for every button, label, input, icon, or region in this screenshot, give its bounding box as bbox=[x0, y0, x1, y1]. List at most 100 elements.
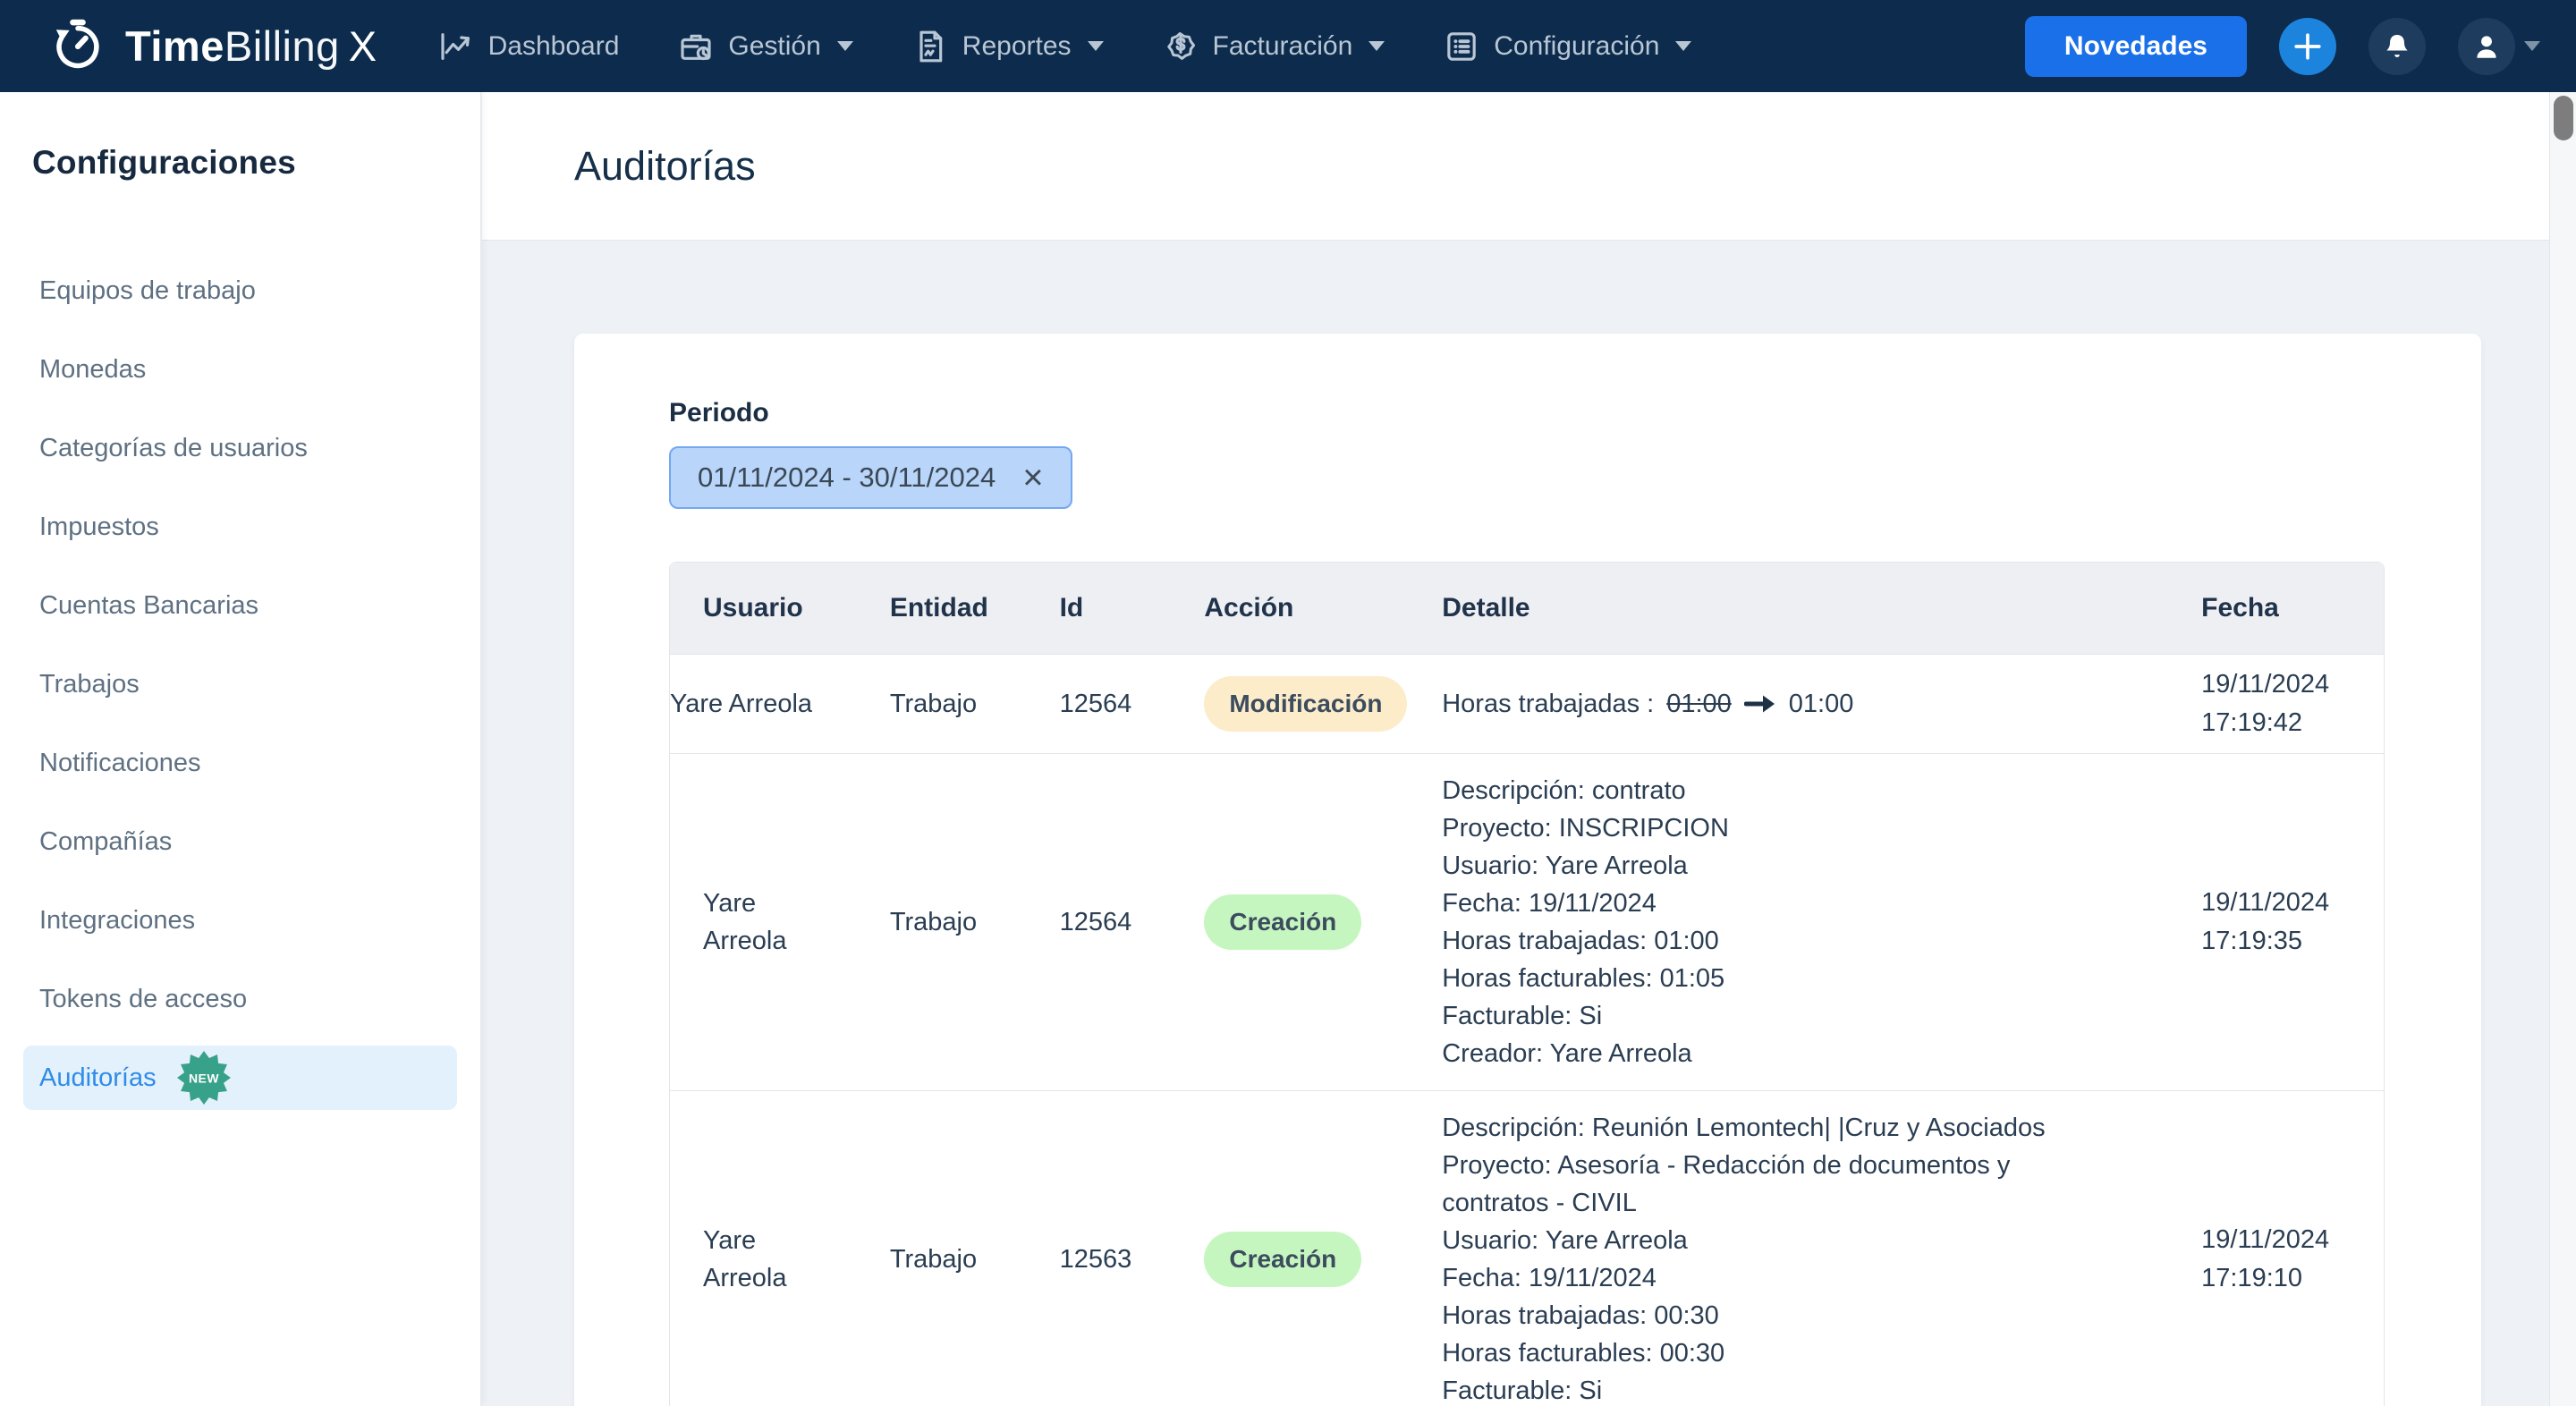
table-header-row: Usuario Entidad Id Acción Detalle Fecha bbox=[670, 563, 2384, 654]
change-detail: Horas trabajadas :01:00 01:00 bbox=[1442, 685, 2201, 723]
period-filter-label: Periodo bbox=[669, 398, 2386, 428]
cell-detalle: Descripción: contratoProyecto: INSCRIPCI… bbox=[1442, 753, 2201, 1090]
chevron-down-icon bbox=[837, 41, 853, 51]
nav-item-label: Reportes bbox=[962, 31, 1072, 62]
main-nav: Dashboard Gestión Reportes Facturación bbox=[438, 29, 1692, 64]
nav-item-reportes[interactable]: Reportes bbox=[912, 29, 1104, 64]
column-header-detalle: Detalle bbox=[1442, 563, 2201, 654]
plus-icon bbox=[2292, 31, 2323, 62]
cell-accion: Creación bbox=[1204, 1090, 1442, 1406]
brand-wordmark: TimeBillingX bbox=[125, 21, 377, 71]
sidebar-item-label: Monedas bbox=[39, 355, 146, 385]
report-file-icon bbox=[912, 29, 948, 64]
audit-table: Usuario Entidad Id Acción Detalle Fecha … bbox=[669, 562, 2385, 1406]
sidebar-item-label: Trabajos bbox=[39, 670, 140, 699]
nav-item-label: Gestión bbox=[728, 31, 820, 62]
add-button[interactable] bbox=[2279, 18, 2336, 75]
detail-line: Fecha: 19/11/2024 bbox=[1442, 1259, 2121, 1297]
cell-accion: Creación bbox=[1204, 753, 1442, 1090]
chevron-down-icon bbox=[1368, 41, 1385, 51]
detail-line: Descripción: contrato bbox=[1442, 772, 2121, 809]
detail-line: Usuario: Yare Arreola bbox=[1442, 847, 2121, 885]
nav-item-facturacion[interactable]: Facturación bbox=[1163, 29, 1385, 64]
vertical-scrollbar bbox=[2549, 92, 2576, 1406]
content-area: Periodo 01/11/2024 - 30/11/2024 × Usuari… bbox=[482, 241, 2549, 1406]
fecha-time: 17:19:42 bbox=[2201, 704, 2384, 742]
audit-table-head: Usuario Entidad Id Acción Detalle Fecha bbox=[670, 563, 2384, 654]
period-filter-value: 01/11/2024 - 30/11/2024 bbox=[698, 462, 996, 494]
sidebar-title: Configuraciones bbox=[0, 92, 480, 182]
audit-card: Periodo 01/11/2024 - 30/11/2024 × Usuari… bbox=[574, 334, 2481, 1406]
sidebar-item-equipos-de-trabajo[interactable]: Equipos de trabajo bbox=[23, 258, 457, 323]
user-avatar-icon bbox=[2471, 31, 2502, 62]
sidebar-item-label: Categorías de usuarios bbox=[39, 434, 308, 463]
fecha-date: 19/11/2024 bbox=[2201, 884, 2384, 922]
sidebar-item-trabajos[interactable]: Trabajos bbox=[23, 652, 457, 716]
sidebar-item-tokens-de-acceso[interactable]: Tokens de acceso bbox=[23, 967, 457, 1031]
sidebar-item-label: Integraciones bbox=[39, 906, 195, 936]
novedades-button[interactable]: Novedades bbox=[2025, 16, 2247, 77]
detail-line: Creador: Yare Arreola bbox=[1442, 1035, 2121, 1072]
nav-item-label: Facturación bbox=[1213, 31, 1353, 62]
cell-fecha: 19/11/202417:19:42 bbox=[2201, 654, 2384, 753]
cell-accion: Modificación bbox=[1204, 654, 1442, 753]
new-badge: NEW bbox=[176, 1050, 232, 1105]
sidebar-item-categor-as-de-usuarios[interactable]: Categorías de usuarios bbox=[23, 416, 457, 480]
detail-line: Usuario: Yare Arreola bbox=[1442, 1222, 2121, 1259]
old-value: 01:00 bbox=[1666, 685, 1732, 723]
nav-item-gestion[interactable]: Gestión bbox=[678, 29, 852, 64]
sidebar-list: Equipos de trabajo Monedas Categorías de u… bbox=[0, 258, 480, 1110]
svg-text:NEW: NEW bbox=[189, 1071, 219, 1086]
sidebar-item-label: Impuestos bbox=[39, 512, 159, 542]
detail-line: Facturable: Si bbox=[1442, 997, 2121, 1035]
nav-item-configuracion[interactable]: Configuración bbox=[1444, 29, 1691, 64]
cell-id: 12564 bbox=[1060, 753, 1205, 1090]
settings-sidebar: Configuraciones Equipos de trabajo Moneda… bbox=[0, 92, 481, 1406]
cell-usuario: Yare Arreola bbox=[670, 753, 890, 1090]
clear-filter-icon[interactable]: × bbox=[1022, 460, 1043, 495]
action-badge: Creación bbox=[1204, 1232, 1361, 1287]
sidebar-item-cuentas-bancarias[interactable]: Cuentas Bancarias bbox=[23, 573, 457, 638]
sidebar-item-impuestos[interactable]: Impuestos bbox=[23, 495, 457, 559]
brand-logo[interactable]: TimeBillingX bbox=[48, 17, 377, 76]
sidebar-item-label: Notificaciones bbox=[39, 749, 201, 778]
fecha-date: 19/11/2024 bbox=[2201, 1221, 2384, 1259]
detail-line: Horas facturables: 01:05 bbox=[1442, 960, 2121, 997]
sidebar-item-notificaciones[interactable]: Notificaciones bbox=[23, 731, 457, 795]
audit-table-body: Yare ArreolaTrabajo12564 Modificación Hora… bbox=[670, 654, 2384, 1406]
detail-line: Fecha: 19/11/2024 bbox=[1442, 885, 2121, 922]
fecha-time: 17:19:10 bbox=[2201, 1259, 2384, 1298]
cell-entidad: Trabajo bbox=[890, 753, 1060, 1090]
nav-item-dashboard[interactable]: Dashboard bbox=[438, 29, 620, 64]
period-filter-chip[interactable]: 01/11/2024 - 30/11/2024 × bbox=[669, 446, 1072, 509]
change-arrow-icon bbox=[1744, 692, 1776, 716]
new-badge-star-icon: NEW bbox=[176, 1050, 232, 1105]
sidebar-item-integraciones[interactable]: Integraciones bbox=[23, 888, 457, 953]
cell-detalle: Horas trabajadas :01:00 01:00 bbox=[1442, 654, 2201, 753]
detail-line: Descripción: Reunión Lemontech| |Cruz y … bbox=[1442, 1109, 2121, 1147]
scrollbar-thumb[interactable] bbox=[2554, 96, 2573, 140]
column-header-usuario: Usuario bbox=[670, 563, 890, 654]
sidebar-item-label: Auditorías bbox=[39, 1063, 157, 1093]
sidebar-item-label: Tokens de acceso bbox=[39, 985, 247, 1014]
table-row: Yare ArreolaTrabajo12564CreaciónDescripc… bbox=[670, 753, 2384, 1090]
cell-entidad: Trabajo bbox=[890, 1090, 1060, 1406]
table-row: Yare ArreolaTrabajo12564ModificaciónHora… bbox=[670, 654, 2384, 753]
fecha-time: 17:19:35 bbox=[2201, 922, 2384, 961]
detail-line: Proyecto: Asesoría - Redacción de docume… bbox=[1442, 1147, 2121, 1222]
chevron-down-icon bbox=[1088, 41, 1104, 51]
settings-list-icon bbox=[1444, 29, 1479, 64]
cell-id: 12563 bbox=[1060, 1090, 1205, 1406]
bell-icon bbox=[2382, 31, 2412, 62]
sidebar-item-monedas[interactable]: Monedas bbox=[23, 337, 457, 402]
top-nav-bar: TimeBillingX Dashboard Gestión Reportes bbox=[0, 0, 2576, 92]
cell-usuario: Yare Arreola bbox=[670, 1090, 890, 1406]
action-badge: Modificación bbox=[1204, 676, 1407, 732]
sidebar-item-auditor-as[interactable]: Auditorías NEW bbox=[23, 1046, 457, 1110]
column-header-id: Id bbox=[1060, 563, 1205, 654]
sidebar-item-compa-as[interactable]: Compañías bbox=[23, 809, 457, 874]
user-menu[interactable] bbox=[2458, 18, 2540, 75]
cell-fecha: 19/11/202417:19:10 bbox=[2201, 1090, 2384, 1406]
page-header: Auditorías bbox=[482, 92, 2549, 241]
notifications-button[interactable] bbox=[2368, 18, 2426, 75]
